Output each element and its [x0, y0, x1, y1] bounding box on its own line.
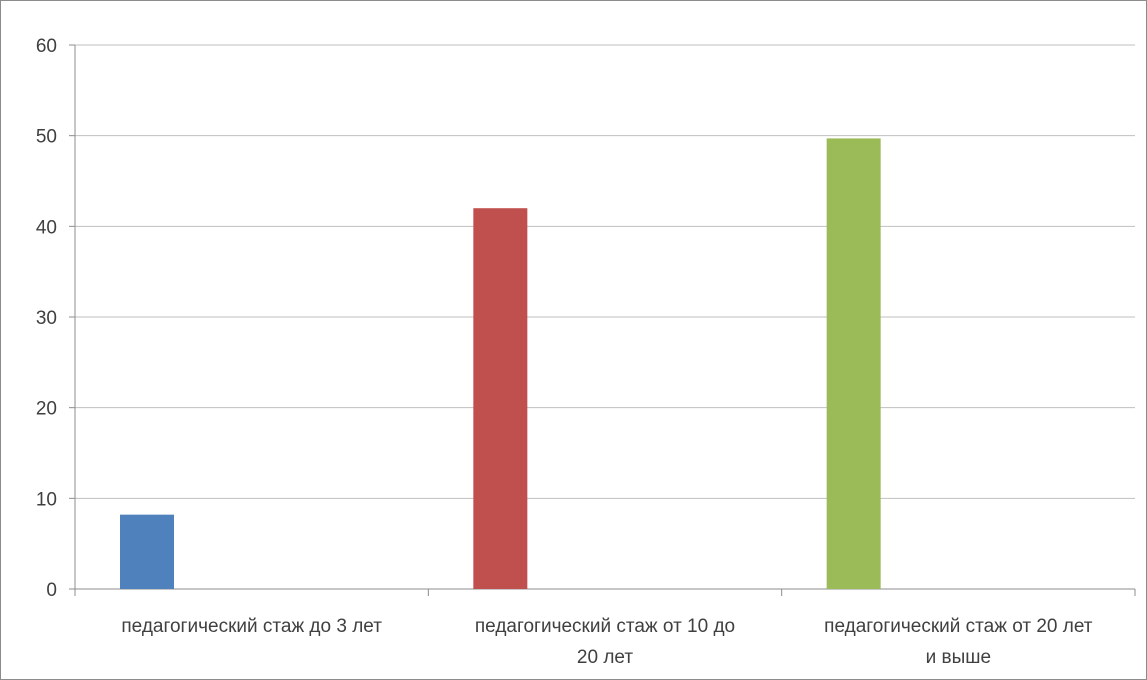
- bar: [473, 208, 528, 589]
- x-category-label: 20 лет: [577, 647, 633, 668]
- x-category-label: педагогический стаж от 10 до: [475, 616, 735, 637]
- y-tick-label: 50: [36, 127, 57, 148]
- bar: [826, 138, 881, 590]
- y-tick-label: 10: [36, 489, 57, 510]
- bar: [120, 514, 174, 589]
- x-category-label: педагогический стаж от 20 лет: [824, 616, 1093, 637]
- y-tick-label: 0: [46, 580, 57, 601]
- y-tick-label: 30: [36, 308, 57, 329]
- y-tick-label: 20: [36, 399, 57, 420]
- y-tick-label: 60: [36, 36, 57, 57]
- x-category-label: и выше: [926, 647, 991, 668]
- y-tick-label: 40: [36, 217, 57, 238]
- x-category-label: педагогический стаж до 3 лет: [121, 616, 382, 637]
